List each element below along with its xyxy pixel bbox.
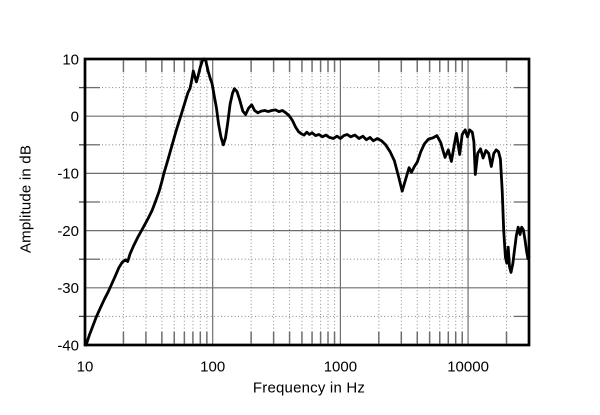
y-tick-label: -40 <box>57 337 79 354</box>
y-tick-label: -20 <box>57 223 79 240</box>
y-tick-label: 10 <box>62 51 79 68</box>
y-tick-label: 0 <box>71 109 79 126</box>
x-axis-title: Frequency in Hz <box>252 379 366 397</box>
y-tick-label: -30 <box>57 280 79 297</box>
y-tick-label: -10 <box>57 166 79 183</box>
x-tick-label: 10000 <box>447 358 489 375</box>
x-tick-label: 100 <box>200 358 225 375</box>
plot-border <box>83 57 531 347</box>
x-tick-label: 1000 <box>324 358 357 375</box>
y-axis-title: Amplitude in dB <box>17 144 35 254</box>
x-tick-label: 10 <box>77 358 94 375</box>
frequency-response-curve <box>84 57 531 347</box>
